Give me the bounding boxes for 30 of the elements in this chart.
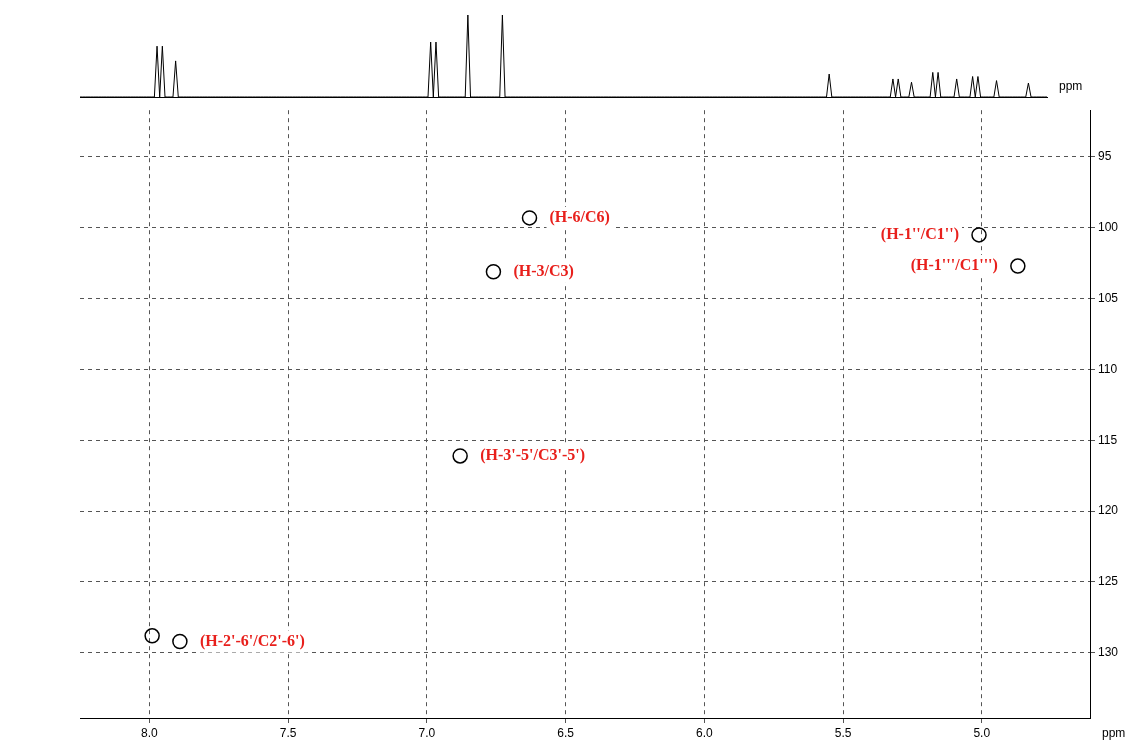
y-tick-label: 95	[1098, 149, 1112, 164]
y-tick-label: 110	[1098, 361, 1118, 376]
y-tick-label: 130	[1098, 645, 1119, 660]
y-tick-label: 125	[1098, 574, 1119, 589]
x-tick-label: 6.0	[695, 725, 713, 740]
data-label: (H-1'''/C1''')	[910, 256, 998, 275]
x-tick-label: 7.5	[279, 725, 297, 740]
point	[971, 227, 987, 243]
y-tick-label: 100	[1098, 220, 1119, 235]
x-axis-title: ppm	[1059, 79, 1083, 94]
x-tick-label: 6.5	[557, 725, 575, 740]
point	[485, 263, 502, 280]
y-tick-label: 120	[1098, 503, 1119, 518]
point	[521, 210, 538, 226]
point	[1010, 258, 1026, 274]
point	[144, 628, 160, 644]
point	[172, 633, 188, 650]
data-label: (H-2'-6'/C2'-6')	[199, 631, 305, 650]
y-tick-label: 115	[1098, 432, 1118, 447]
data-label: (H-1''/C1'')	[880, 225, 960, 244]
data-label: (H-6/C6)	[549, 208, 610, 227]
data-label: (H-3'-5'/C3'-5')	[480, 446, 586, 465]
x-tick-label: 5.5	[834, 725, 852, 740]
x-tick-label: 5.0	[973, 725, 991, 740]
x-tick-label: 8.0	[141, 725, 159, 740]
x-axis-title: ppm	[1102, 726, 1126, 741]
data-label: (H-3/C3)	[513, 261, 574, 280]
point	[452, 448, 468, 464]
x-tick-label: 7.0	[418, 725, 436, 740]
y-tick-label: 105	[1098, 290, 1119, 305]
